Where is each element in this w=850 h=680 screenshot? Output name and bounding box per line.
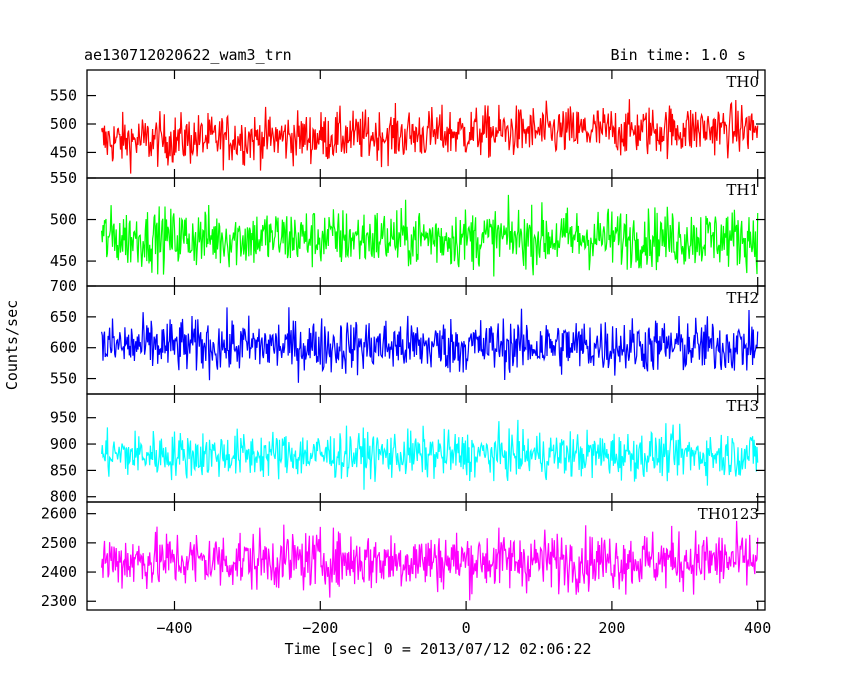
panel-th3: 800 850 900 950 TH3 xyxy=(50,393,766,506)
x-axis-label: Time [sec] 0 = 2013/07/12 02:06:22 xyxy=(284,640,591,658)
y-tick-label: 950 xyxy=(50,409,77,427)
y-tick-label: 500 xyxy=(50,211,77,229)
chart-title: ae130712020622_wam3_trn xyxy=(84,46,292,64)
panel-label-th0123: TH0123 xyxy=(698,505,759,523)
y-tick-label: 2500 xyxy=(41,534,77,552)
series-line-th0123 xyxy=(101,520,759,601)
series-line-th0 xyxy=(101,99,759,174)
panel-th0: 450 500 550 TH0 xyxy=(50,69,766,179)
panel-label-th2: TH2 xyxy=(726,289,759,307)
panel-th2: 550 600 650 700 TH2 xyxy=(50,277,766,395)
y-tick-label: 550 xyxy=(50,87,77,105)
panel-frame xyxy=(86,501,766,611)
y-tick-label: 2400 xyxy=(41,563,77,581)
x-tick-label: −200 xyxy=(302,619,338,637)
x-tick-label: −400 xyxy=(156,619,192,637)
bin-time-label: Bin time: 1.0 s xyxy=(610,46,746,64)
panel-label-th0: TH0 xyxy=(726,73,759,91)
y-tick-label: 550 xyxy=(50,169,77,187)
series-line-th1 xyxy=(101,194,759,277)
panels-group: 450 500 550 TH0 450 500 550 TH1 550 600 650 700 TH2 8… xyxy=(41,69,771,637)
y-tick-label: 500 xyxy=(50,115,77,133)
panel-label-th3: TH3 xyxy=(726,397,759,415)
x-tick-label: 200 xyxy=(598,619,625,637)
x-tick-label: 400 xyxy=(744,619,771,637)
y-axis-label: Counts/sec xyxy=(3,300,21,390)
y-tick-label: 450 xyxy=(50,143,77,161)
y-tick-label: 650 xyxy=(50,308,77,326)
series-line-th2 xyxy=(101,307,759,383)
panel-th1: 450 500 550 TH1 xyxy=(50,169,766,287)
y-tick-label: 550 xyxy=(50,370,77,388)
panel-th0123: 2300 2400 2500 2600 TH0123 xyxy=(41,501,766,611)
y-tick-label: 700 xyxy=(50,277,77,295)
y-tick-label: 900 xyxy=(50,435,77,453)
y-tick-label: 600 xyxy=(50,339,77,357)
x-tick-label: 0 xyxy=(462,619,471,637)
series-line-th3 xyxy=(101,419,759,490)
y-tick-label: 800 xyxy=(50,488,77,506)
panel-label-th1: TH1 xyxy=(726,181,759,199)
y-tick-label: 450 xyxy=(50,252,77,270)
y-tick-label: 2300 xyxy=(41,592,77,610)
y-tick-label: 2600 xyxy=(41,505,77,523)
y-tick-label: 850 xyxy=(50,461,77,479)
